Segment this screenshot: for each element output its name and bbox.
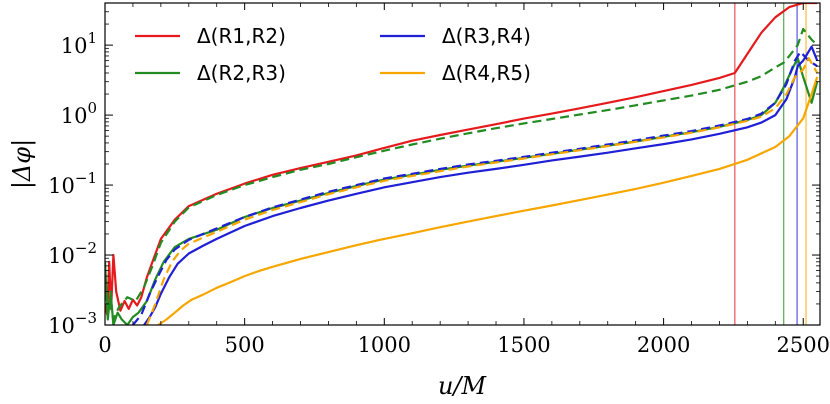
y-tick-base: 10: [61, 104, 88, 128]
y-tick-base: 10: [48, 174, 75, 198]
y-tick-base: 10: [61, 34, 88, 58]
legend-label-3: Δ(R4,R5): [442, 61, 531, 85]
y-tick-exponent: −3: [75, 309, 97, 327]
y-tick-exponent: −2: [75, 239, 97, 257]
y-tick-label-0: 10−3: [48, 309, 97, 338]
plot-frame: [104, 2, 821, 326]
series-line-6: [157, 76, 819, 325]
series-line-4: [143, 45, 819, 325]
legend-label-0: Δ(R1,R2): [197, 24, 286, 48]
x-tick-label-4: 2000: [637, 333, 690, 357]
x-axis: 0 500 1000 1500 2000 2500: [98, 3, 830, 357]
y-tick-base: 10: [48, 314, 75, 338]
x-tick-label-2: 1000: [358, 333, 411, 357]
x-axis-label: u/M: [438, 372, 488, 400]
x-tick-label-3: 1500: [497, 333, 550, 357]
vertical-markers: [734, 3, 807, 325]
y-tick-label-4: 101: [61, 29, 97, 58]
series-line-1: [105, 27, 818, 321]
y-tick-label-1: 10−2: [48, 239, 97, 268]
series-line-3: [132, 50, 818, 325]
x-tick-label-1: 500: [225, 333, 265, 357]
y-tick-base: 10: [48, 244, 75, 268]
y-tick-label-3: 100: [61, 99, 97, 128]
series-line-2: [105, 57, 819, 325]
y-tick-exponent: 1: [87, 29, 97, 47]
series-line-5: [145, 57, 819, 325]
y-tick-exponent: −1: [75, 169, 97, 187]
y-tick-exponent: 0: [87, 99, 97, 117]
x-tick-label-0: 0: [98, 333, 111, 357]
plot-area: [105, 3, 819, 325]
legend: Δ(R1,R2) Δ(R2,R3) Δ(R3,R4) Δ(R4,R5): [135, 24, 531, 85]
legend-label-1: Δ(R2,R3): [197, 61, 286, 85]
y-tick-label-2: 10−1: [48, 169, 97, 198]
legend-label-2: Δ(R3,R4): [442, 24, 531, 48]
series-line-0: [105, 3, 818, 316]
y-axis-label: |Δφ|: [8, 139, 37, 189]
x-tick-label-5: 2500: [777, 333, 830, 357]
series-layer: [105, 3, 819, 325]
